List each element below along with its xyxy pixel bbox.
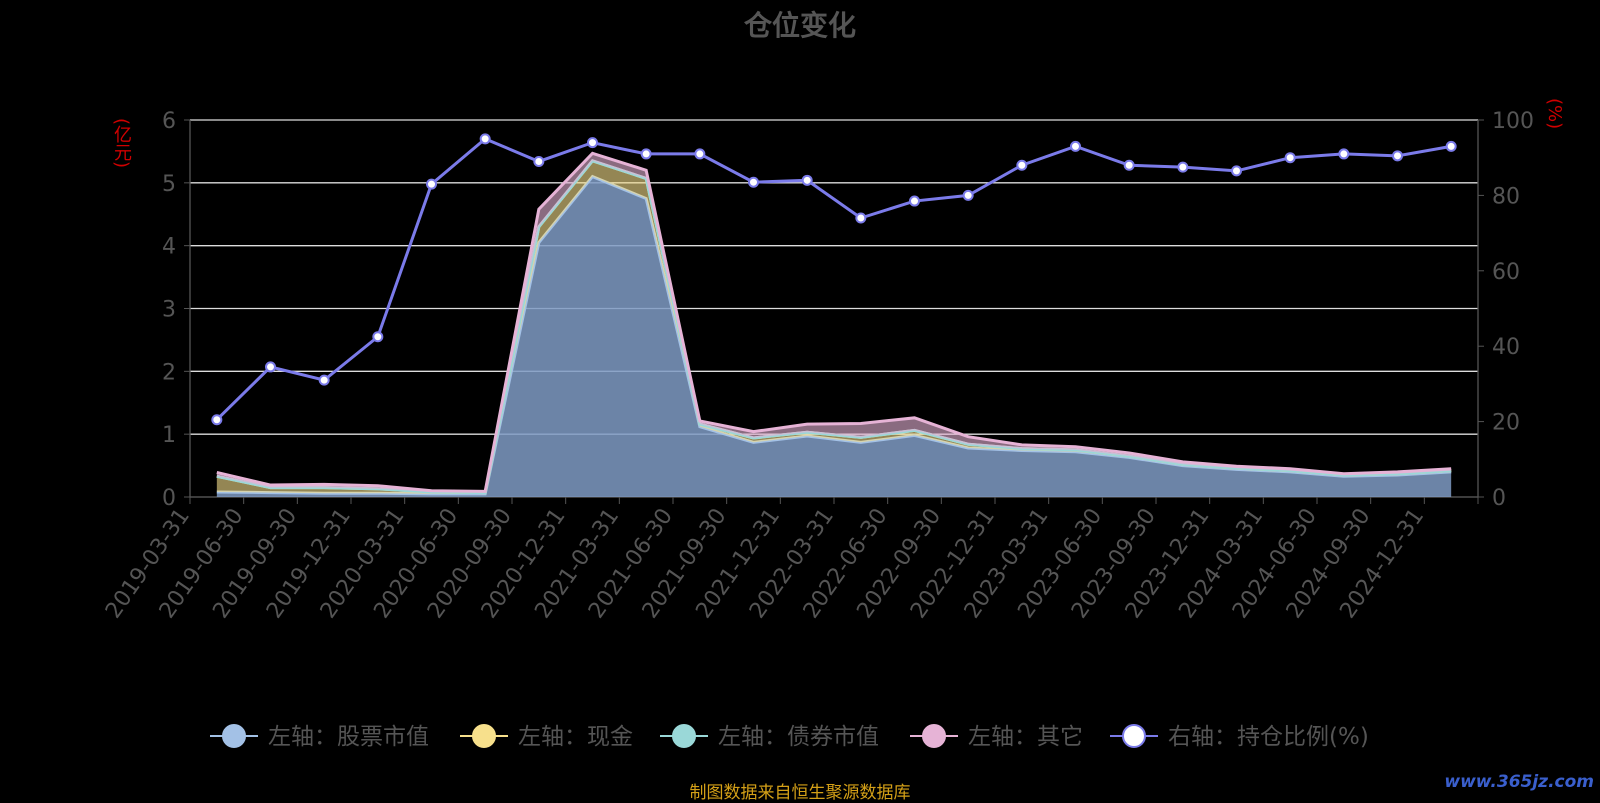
holding-ratio-point (694, 148, 706, 160)
left-tick-label: 2 (162, 360, 176, 385)
legend-marker (472, 724, 496, 748)
chart-title: 仓位变化 (743, 9, 856, 42)
left-tick-label: 6 (162, 109, 176, 134)
holding-ratio-point (1284, 152, 1296, 164)
holding-ratio-point (801, 174, 813, 186)
right-tick-label: 20 (1492, 411, 1520, 436)
holding-ratio-point (1016, 159, 1028, 171)
holding-ratio-point (533, 155, 545, 167)
holding-ratio-point (318, 374, 330, 386)
legend-label: 左轴：现金 (518, 724, 633, 750)
holding-ratio-point (426, 178, 437, 190)
holding-ratio-point (1392, 150, 1403, 162)
left-axis-unit: (亿元) (111, 118, 132, 169)
data-source-note: 制图数据来自恒生聚源数据库 (689, 783, 911, 803)
holding-ratio-point (1445, 140, 1457, 152)
legend-marker (672, 724, 696, 748)
left-tick-label: 5 (162, 172, 176, 197)
area-edge-3 (216, 151, 1452, 493)
holding-ratio-line (215, 137, 1452, 421)
site-watermark: www.365jz.com (1444, 772, 1594, 792)
holding-ratio-point (479, 133, 491, 145)
legend-label: 左轴：债券市值 (718, 724, 879, 750)
right-tick-label: 0 (1492, 486, 1506, 511)
holding-ratio-point (1177, 161, 1189, 173)
holding-ratio-point (962, 189, 974, 201)
legend-label: 左轴：其它 (968, 724, 1083, 750)
holding-ratio-point (855, 212, 867, 224)
holding-ratio-point (748, 176, 759, 188)
legend-label: 左轴：股票市值 (268, 724, 429, 750)
area-group (216, 151, 1452, 498)
left-tick-label: 1 (162, 423, 176, 448)
legend-item[interactable]: 左轴：股票市值 (210, 724, 429, 750)
right-tick-label: 60 (1492, 260, 1520, 285)
holding-ratio-point (1338, 148, 1350, 160)
holding-ratio-point (909, 195, 920, 207)
legend-item[interactable]: 左轴：现金 (460, 724, 633, 750)
right-tick-label: 40 (1492, 335, 1520, 360)
holding-ratio-point (372, 331, 384, 343)
holding-ratio-point (640, 148, 652, 160)
holding-ratio-point (1231, 165, 1242, 177)
holding-ratio-point (1123, 159, 1135, 171)
right-tick-label: 80 (1492, 184, 1520, 209)
area-0 (216, 176, 1452, 498)
legend-marker (1122, 724, 1146, 748)
legend-label: 右轴：持仓比例(%) (1168, 724, 1369, 750)
holding-ratio-point (1070, 140, 1081, 152)
legend-item[interactable]: 右轴：持仓比例(%) (1110, 724, 1369, 750)
legend-item[interactable]: 左轴：其它 (910, 724, 1083, 750)
holding-ratio-point (265, 361, 276, 373)
right-tick-label: 100 (1492, 109, 1534, 134)
left-tick-label: 4 (162, 235, 176, 260)
right-axis-unit: (%) (1544, 98, 1565, 130)
left-tick-label: 3 (162, 298, 176, 323)
holding-ratio-point (211, 414, 223, 426)
legend-marker (222, 724, 246, 748)
holding-ratio-point (587, 137, 598, 149)
legend-marker (922, 724, 946, 748)
legend-item[interactable]: 左轴：债券市值 (660, 724, 879, 750)
left-tick-label: 0 (162, 486, 176, 511)
